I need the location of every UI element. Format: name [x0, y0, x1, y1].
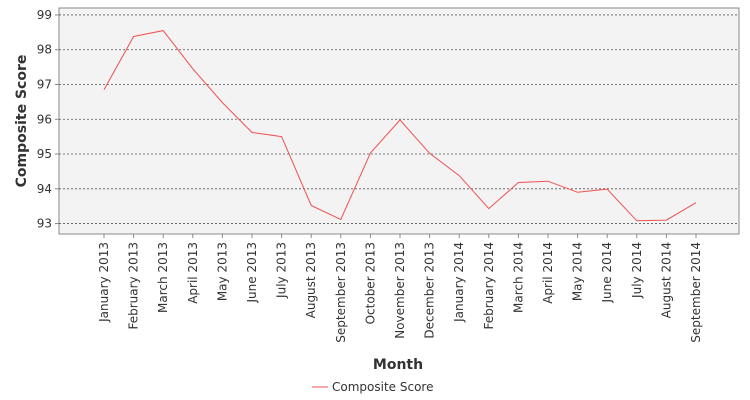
x-tick-label: August 2013 — [304, 242, 318, 318]
gridlines — [59, 14, 739, 224]
x-axis-title: Month — [373, 357, 423, 373]
x-tick-label: December 2013 — [423, 242, 437, 339]
x-tick-label: April 2013 — [186, 242, 200, 304]
x-tick-label: June 2014 — [600, 242, 614, 304]
legend: Composite Score — [312, 380, 433, 394]
y-tick-label: 95 — [37, 147, 52, 161]
x-tick-label: March 2013 — [156, 242, 170, 313]
legend-label: Composite Score — [332, 380, 433, 394]
x-tick-label: August 2014 — [659, 242, 673, 318]
x-tick-label: May 2013 — [215, 242, 229, 301]
x-tick-label: June 2013 — [245, 242, 259, 304]
x-tick-label: January 2014 — [452, 242, 466, 323]
x-tick-label: November 2013 — [393, 242, 407, 339]
y-tick-label: 94 — [37, 182, 52, 196]
y-tick-label: 96 — [37, 112, 52, 126]
x-tick-label: September 2014 — [689, 242, 703, 343]
series-line — [103, 30, 697, 222]
x-tick-label: February 2014 — [482, 242, 496, 330]
x-tick-label: May 2014 — [571, 242, 585, 301]
x-tick-label: July 2014 — [630, 242, 644, 299]
series-lines — [103, 30, 697, 222]
x-tick-label: September 2013 — [334, 242, 348, 343]
y-axis-title: Composite Score — [14, 55, 30, 188]
x-tick-label: March 2014 — [511, 242, 525, 313]
y-tick-label: 93 — [37, 217, 52, 231]
x-tick-label: January 2013 — [97, 242, 111, 323]
x-tick-label: October 2013 — [363, 242, 377, 324]
x-tick-label: July 2013 — [275, 242, 289, 299]
x-axis-ticks: January 2013 February 2013 March 2013 April… — [97, 234, 703, 343]
y-axis-ticks: 93 94 95 96 97 98 99 — [37, 8, 59, 231]
y-tick-label: 99 — [37, 8, 52, 22]
x-tick-label: February 2013 — [127, 242, 141, 330]
x-tick-label: April 2014 — [541, 242, 555, 304]
y-tick-label: 98 — [37, 43, 52, 57]
y-tick-label: 97 — [37, 77, 52, 91]
